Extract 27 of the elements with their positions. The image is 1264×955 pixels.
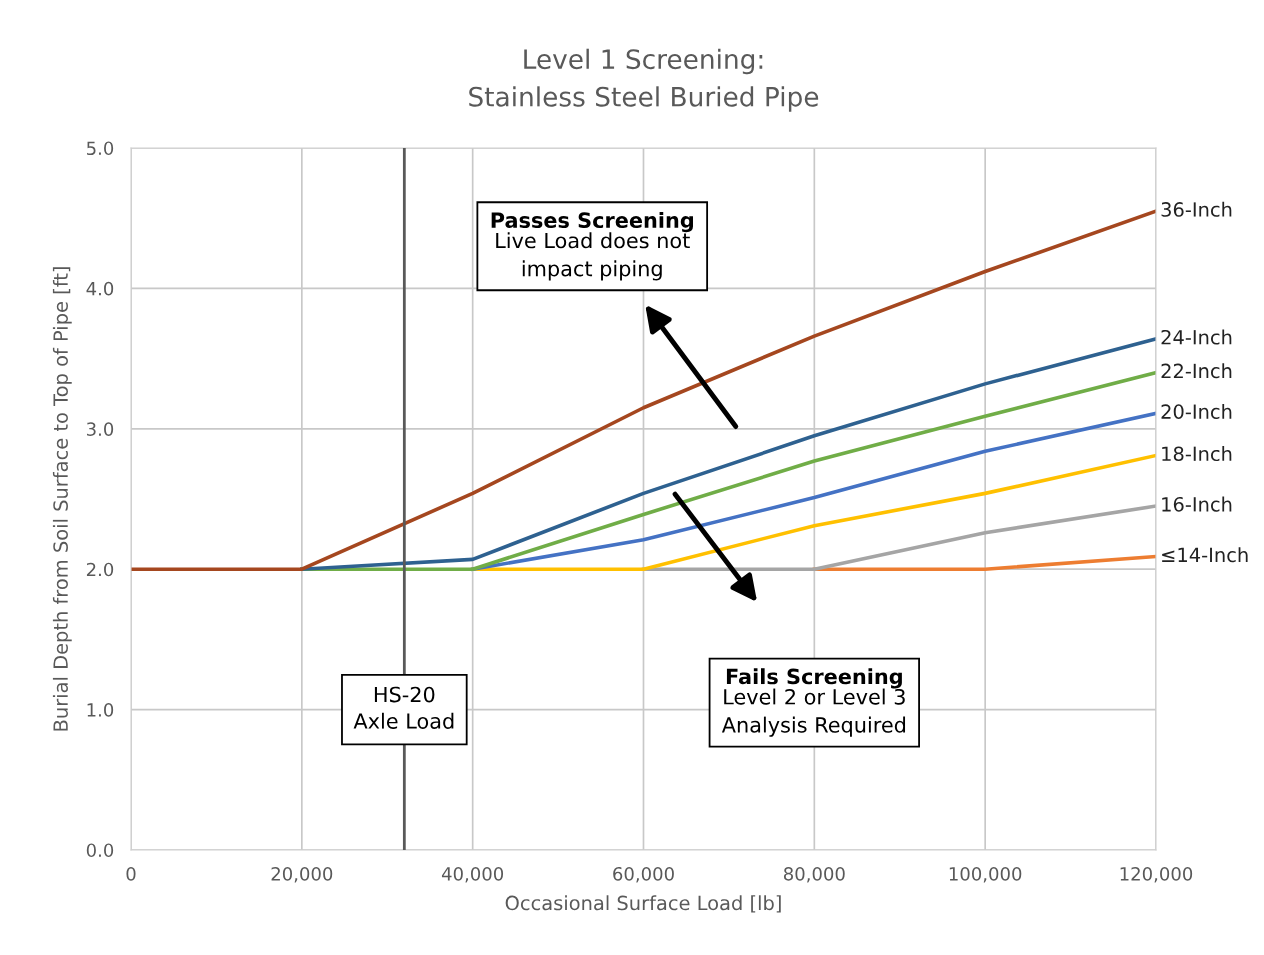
y-tick-label: 2.0	[86, 562, 114, 577]
series-label: 22-Inch	[1161, 363, 1232, 379]
annotation: Passes Screening Live Load does not impact piping	[491, 211, 693, 281]
annotation: Fails Screening Level 2 or Level 3 Analysis Required	[721, 668, 906, 737]
series-label: 24-Inch	[1161, 329, 1232, 345]
series-label: 16-Inch	[1162, 496, 1232, 512]
y-tick-label: 0.0	[86, 843, 114, 858]
series-label: 20-Inch	[1161, 403, 1232, 419]
chart-title: Level 1 Screening: Stainless Steel Buried Pipe	[469, 48, 819, 112]
y-tick-label: 1.0	[87, 703, 114, 717]
ref-line-label: HS-20 Axle Load	[353, 686, 454, 729]
x-tick-label: 80,000	[783, 866, 845, 883]
x-tick-label: 40,000	[441, 866, 504, 883]
series-label: 18-Inch	[1162, 446, 1232, 462]
y-tick-label: 5.0	[87, 141, 114, 156]
series-label: ≤14-Inch	[1162, 547, 1248, 563]
y-axis-title: Burial Depth from Soil Surface to Top of Pipe [ft]	[52, 267, 72, 731]
x-tick-label: 120,000	[1120, 866, 1193, 883]
x-tick-label: 60,000	[613, 866, 674, 883]
x-tick-label: 0	[126, 866, 136, 881]
line-series	[131, 209, 1156, 572]
x-tick-label: 20,000	[271, 866, 333, 883]
series-label: 36-Inch	[1161, 201, 1232, 217]
x-tick-label: 100,000	[949, 866, 1022, 883]
y-tick-label: 3.0	[87, 422, 114, 436]
x-axis-title: Occasional Surface Load [lb]	[505, 895, 781, 913]
y-tick-label: 4.0	[86, 281, 114, 296]
